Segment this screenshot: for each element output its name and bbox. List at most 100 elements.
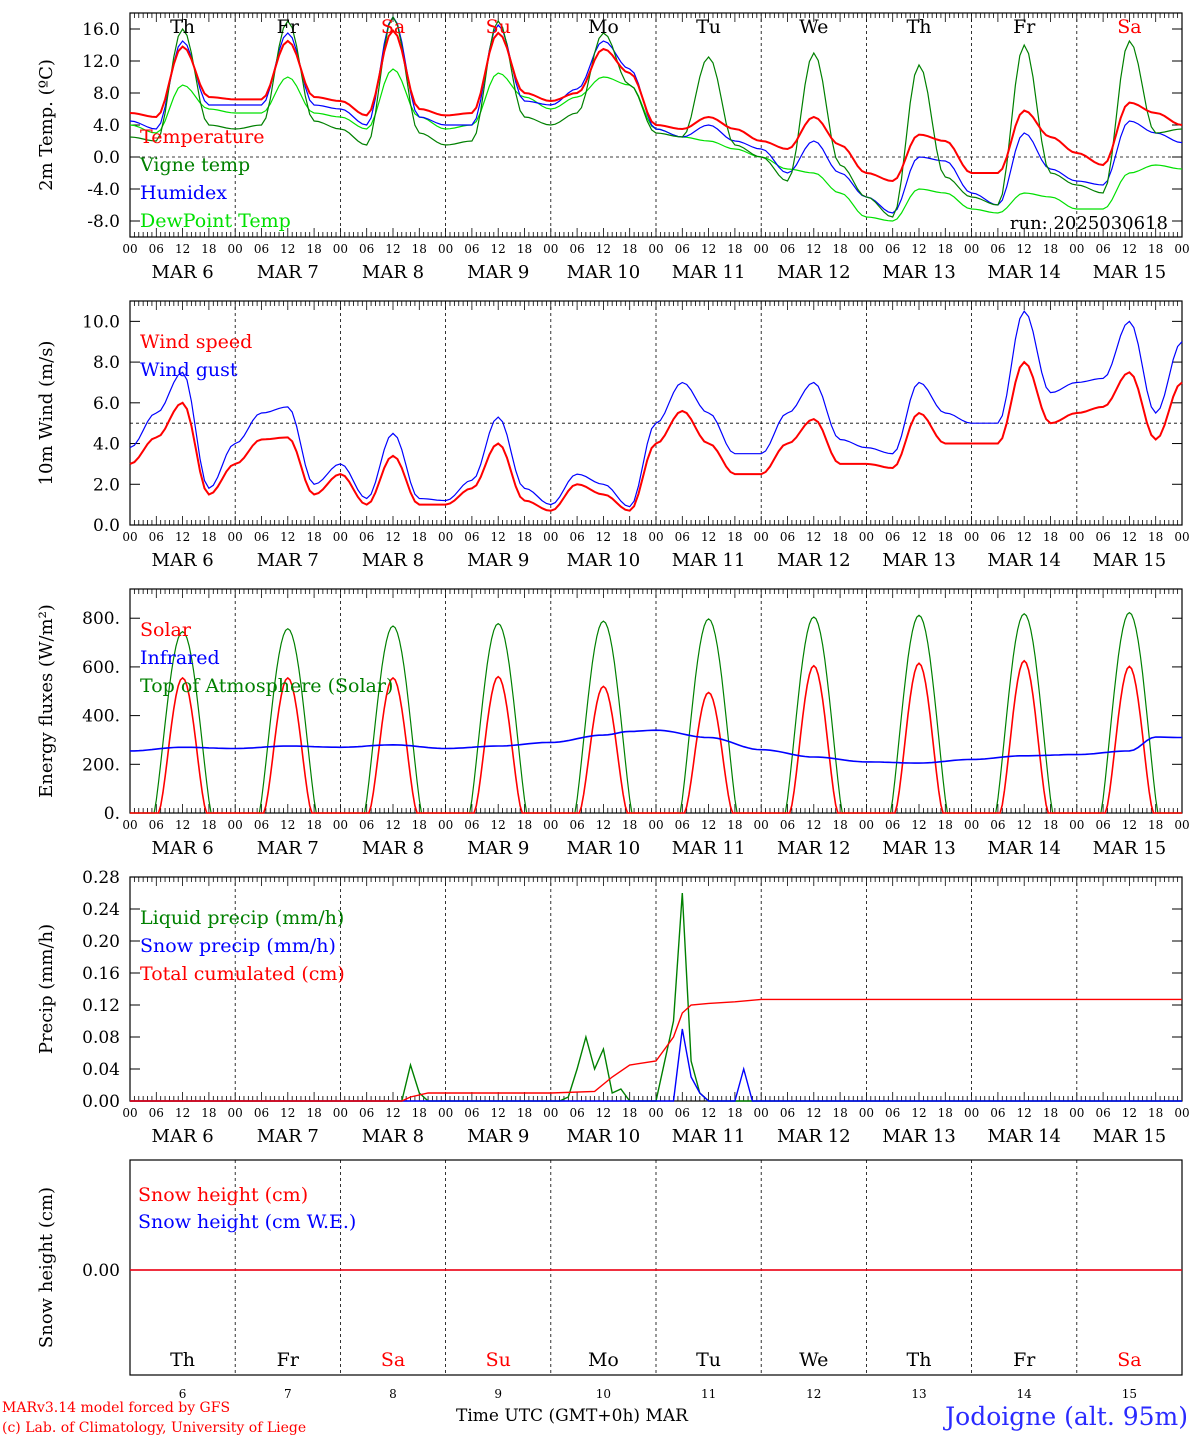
hour-tick-label: 18 (622, 818, 637, 832)
hour-tick-label: 00 (648, 818, 663, 832)
hour-tick-label: 00 (754, 242, 769, 256)
date-label: MAR 15 (1093, 262, 1167, 283)
hour-tick-label: 06 (359, 1106, 374, 1120)
hour-tick-label: 18 (412, 1106, 427, 1120)
hour-tick-label: 12 (596, 818, 611, 832)
date-label: MAR 6 (152, 550, 214, 571)
hour-tick-label: 18 (306, 818, 321, 832)
legend-entry: Snow precip (mm/h) (140, 935, 336, 957)
hour-tick-label: 18 (412, 530, 427, 544)
hour-tick-label: 12 (701, 818, 716, 832)
hour-tick-label: 12 (911, 242, 926, 256)
weekday-label: Sa (1117, 16, 1141, 38)
weekday-label: Mo (588, 1349, 619, 1371)
legend-entry: Total cumulated (cm) (140, 963, 345, 985)
hour-tick-label: 00 (333, 242, 348, 256)
date-label: MAR 14 (987, 262, 1061, 283)
date-label: MAR 12 (777, 550, 851, 571)
temp-series-line (129, 15, 1183, 214)
hour-tick-label: 06 (464, 530, 479, 544)
hour-tick-label: 06 (149, 818, 164, 832)
hour-tick-label: 12 (385, 818, 400, 832)
hour-tick-label: 00 (859, 530, 874, 544)
hour-tick-label: 18 (1148, 818, 1163, 832)
hour-tick-label: 12 (806, 530, 821, 544)
legend-entry: Vigne temp (139, 154, 250, 176)
hour-tick-label: 06 (1095, 818, 1110, 832)
hour-tick-label: 06 (464, 1106, 479, 1120)
hour-tick-label: 18 (517, 242, 532, 256)
legend-entry: Snow height (cm W.E.) (138, 1211, 356, 1233)
date-label: MAR 7 (257, 1126, 319, 1147)
hour-tick-label: 18 (727, 1106, 742, 1120)
hour-tick-label: 06 (990, 242, 1005, 256)
hour-tick-label: 12 (491, 818, 506, 832)
day-number-label: 8 (389, 1387, 397, 1401)
hour-tick-label: 18 (412, 818, 427, 832)
weekday-label: Th (907, 16, 932, 38)
hour-tick-label: 18 (622, 242, 637, 256)
hour-tick-label: 18 (1148, 530, 1163, 544)
temp-series-line (129, 29, 1183, 183)
hour-tick-label: 18 (517, 530, 532, 544)
hour-tick-label: 06 (464, 818, 479, 832)
hour-tick-label: 18 (938, 530, 953, 544)
hour-tick-label: 12 (491, 530, 506, 544)
y-tick-label: 8.0 (93, 353, 120, 373)
hour-tick-label: 00 (438, 242, 453, 256)
hour-tick-label: 12 (175, 1106, 190, 1120)
hour-tick-label: 00 (859, 818, 874, 832)
precip-series-line (130, 1028, 1182, 1102)
day-number-label: 9 (494, 1387, 502, 1401)
legend-entry: Temperature (140, 126, 264, 148)
hour-tick-label: 00 (964, 1106, 979, 1120)
hour-tick-label: 00 (543, 1106, 558, 1120)
hour-tick-label: 06 (675, 818, 690, 832)
hour-tick-label: 18 (201, 242, 216, 256)
legend-entry: Snow height (cm) (138, 1184, 308, 1206)
y-tick-label: 0.24 (82, 900, 120, 920)
model-credit: MARv3.14 model forced by GFS (2, 1400, 231, 1416)
hour-tick-label: 00 (438, 1106, 453, 1120)
date-label: MAR 7 (257, 262, 319, 283)
date-label: MAR 9 (467, 262, 529, 283)
date-label: MAR 14 (987, 550, 1061, 571)
hour-tick-label: 00 (438, 530, 453, 544)
date-label: MAR 8 (362, 838, 424, 859)
y-tick-label: 4.0 (93, 435, 120, 455)
hour-tick-label: 06 (885, 242, 900, 256)
hour-tick-label: 00 (1174, 1106, 1189, 1120)
hour-tick-label: 06 (254, 242, 269, 256)
hour-tick-label: 12 (1122, 530, 1137, 544)
temp-series-line (129, 15, 1183, 218)
hour-tick-label: 18 (832, 242, 847, 256)
hour-tick-label: 06 (254, 530, 269, 544)
hour-tick-label: 06 (464, 242, 479, 256)
hour-tick-label: 06 (359, 530, 374, 544)
legend-entry: Infrared (140, 647, 220, 669)
hour-tick-label: 06 (885, 818, 900, 832)
weekday-label: Fr (277, 16, 300, 38)
hour-tick-label: 18 (1148, 1106, 1163, 1120)
hour-tick-label: 06 (569, 242, 584, 256)
hour-tick-label: 12 (806, 1106, 821, 1120)
day-number-label: 7 (284, 1387, 292, 1401)
hour-tick-label: 00 (543, 530, 558, 544)
hour-tick-label: 00 (964, 818, 979, 832)
y-tick-label: 2.0 (93, 475, 120, 495)
y-tick-label: 0.20 (82, 932, 120, 952)
hour-tick-label: 18 (938, 1106, 953, 1120)
date-label: MAR 15 (1093, 838, 1167, 859)
hour-tick-label: 06 (359, 242, 374, 256)
date-label: MAR 10 (567, 262, 641, 283)
hour-tick-label: 06 (675, 1106, 690, 1120)
date-label: MAR 12 (777, 262, 851, 283)
hour-tick-label: 18 (412, 242, 427, 256)
weekday-label: We (799, 16, 828, 38)
hour-tick-label: 06 (149, 530, 164, 544)
hour-tick-label: 12 (385, 1106, 400, 1120)
hour-tick-label: 12 (596, 1106, 611, 1120)
hour-tick-label: 12 (1017, 530, 1032, 544)
date-label: MAR 14 (987, 1126, 1061, 1147)
y-tick-label: -8.0 (87, 212, 120, 232)
